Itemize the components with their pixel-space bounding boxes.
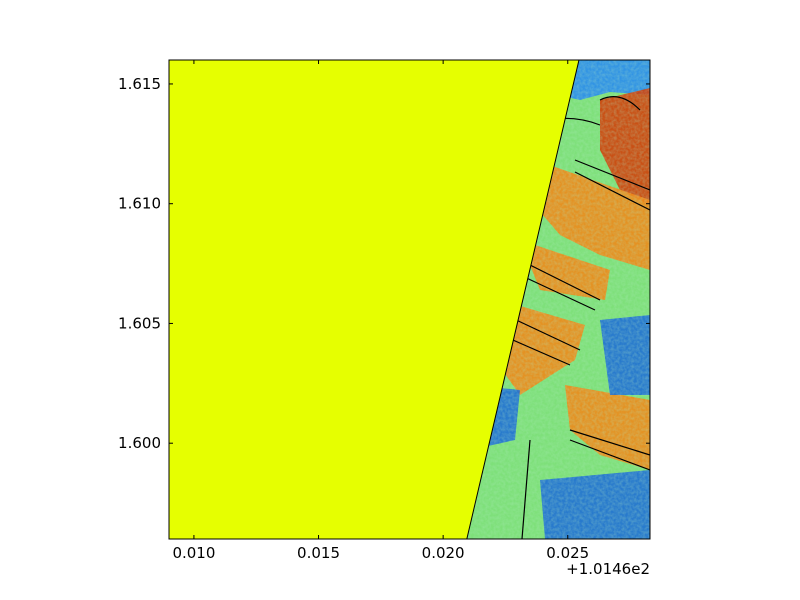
- y-axis: 1.600 1.605 1.610 1.615: [118, 75, 650, 452]
- contour-line: [569, 439, 650, 471]
- x-tick-label: 0.020: [422, 544, 465, 562]
- contour-line: [574, 159, 650, 191]
- y-tick-label: 1.615: [118, 75, 161, 93]
- nodata-boundary: [466, 60, 580, 539]
- contour-line: [599, 96, 641, 111]
- axes-frame: [168, 59, 651, 540]
- plot-area: [169, 60, 650, 539]
- x-tick-label: 0.015: [297, 544, 340, 562]
- x-tick-label: 0.025: [546, 544, 589, 562]
- x-offset-label: +1.0146e2: [566, 560, 650, 578]
- contour-line: [569, 429, 650, 456]
- x-axis: 0.010 0.015 0.020 0.025: [172, 60, 589, 562]
- nodata-region: [169, 60, 579, 539]
- y-tick-label: 1.600: [118, 434, 161, 452]
- contour-line: [574, 171, 650, 211]
- x-tick-label: 0.010: [172, 544, 215, 562]
- y-tick-label: 1.610: [118, 195, 161, 213]
- y-tick-label: 1.605: [118, 314, 161, 332]
- contour-line: [521, 439, 531, 539]
